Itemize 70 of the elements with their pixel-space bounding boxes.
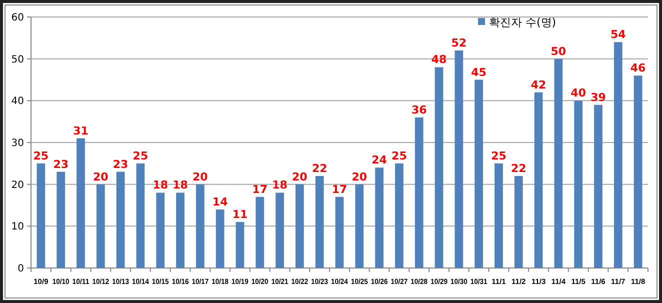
bar — [375, 168, 384, 268]
data-label: 22 — [312, 162, 328, 175]
data-label: 23 — [53, 158, 69, 171]
data-label: 22 — [510, 162, 526, 175]
data-label: 20 — [292, 170, 308, 184]
data-label: 20 — [352, 170, 368, 184]
bar — [236, 222, 244, 268]
data-label: 45 — [471, 66, 486, 79]
data-label: 25 — [491, 149, 506, 162]
bar — [36, 163, 46, 268]
bar — [56, 172, 66, 268]
data-label: 39 — [590, 90, 606, 104]
y-tick-label: 20 — [11, 180, 24, 191]
data-label: 18 — [152, 178, 168, 192]
data-label: 18 — [272, 178, 288, 192]
data-label: 31 — [73, 124, 88, 138]
data-label: 20 — [192, 170, 208, 184]
data-label: 18 — [172, 178, 188, 192]
bar — [454, 50, 464, 268]
y-tick-label: 50 — [11, 54, 24, 66]
data-label: 42 — [530, 78, 546, 92]
bar — [136, 163, 145, 268]
bar — [434, 67, 444, 268]
data-label: 11 — [232, 208, 248, 221]
bar — [196, 184, 204, 268]
bar — [414, 117, 424, 268]
bar — [634, 76, 642, 268]
data-label: 52 — [451, 36, 467, 50]
data-label: 20 — [93, 170, 109, 184]
data-label: 48 — [431, 53, 447, 66]
bar — [395, 163, 404, 268]
bar — [494, 163, 503, 268]
bar — [96, 184, 105, 268]
y-tick-label: 60 — [11, 12, 24, 24]
bar — [335, 196, 344, 268]
bar — [315, 176, 324, 268]
bar — [474, 80, 483, 268]
y-tick-label: 40 — [11, 96, 24, 108]
data-label: 46 — [630, 62, 646, 75]
legend-label: 확진자 수(명) — [489, 16, 556, 29]
bar — [614, 42, 622, 268]
y-tick-label: 0 — [18, 264, 24, 274]
data-label: 25 — [33, 149, 49, 162]
bar — [276, 192, 284, 268]
bar — [216, 209, 224, 268]
bar — [594, 104, 602, 268]
bar — [156, 192, 165, 268]
data-label: 50 — [550, 44, 566, 58]
data-label: 14 — [212, 195, 228, 208]
bar — [76, 138, 85, 268]
bar — [534, 92, 543, 268]
bar — [514, 176, 523, 268]
data-label: 54 — [610, 28, 626, 42]
data-label: 40 — [570, 86, 586, 100]
bar — [554, 58, 563, 268]
data-label: 24 — [372, 154, 388, 167]
data-label: 17 — [252, 182, 268, 196]
bar — [116, 172, 125, 268]
bar — [176, 192, 184, 268]
data-label: 17 — [332, 182, 348, 196]
y-tick-label: 10 — [11, 222, 24, 233]
data-label: 23 — [112, 158, 128, 171]
data-label: 25 — [132, 149, 148, 162]
y-tick-label: 30 — [11, 138, 24, 149]
bar — [355, 184, 364, 268]
data-label: 25 — [392, 149, 407, 162]
data-label: 36 — [411, 103, 428, 116]
bar — [256, 196, 264, 268]
bar — [296, 184, 304, 268]
bar — [574, 100, 583, 268]
